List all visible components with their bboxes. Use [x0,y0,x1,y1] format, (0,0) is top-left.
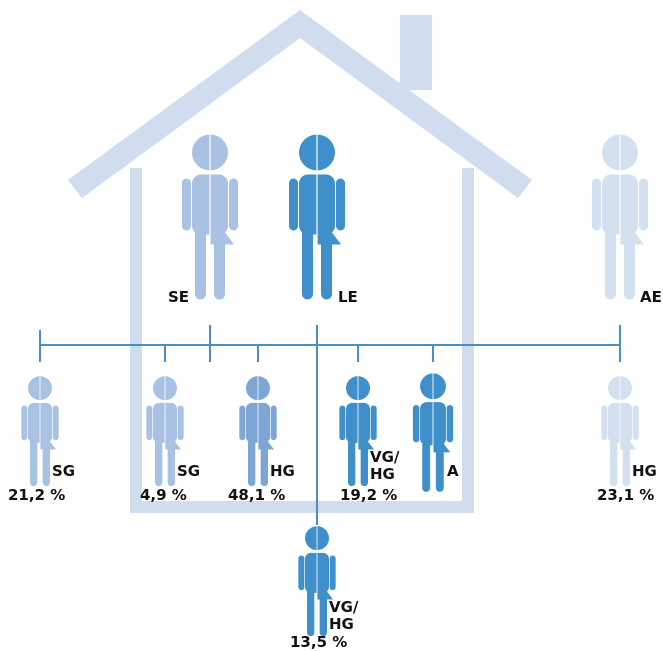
family-tree-lines [40,325,620,525]
parent-label: AE [640,288,662,306]
child-label: HG [329,615,354,633]
chimney [400,15,432,90]
child-share: 19,2 % [340,486,397,504]
child-share: 21,2 % [8,486,65,504]
child-share: 4,9 % [140,486,187,504]
house [68,10,532,513]
child-label: HG [632,462,657,480]
people [21,133,648,637]
child-label: SG [52,462,75,480]
labels: SE LE AE SG 21,2 % SG 4,9 % HG 48,1 % VG… [8,288,662,651]
child-label: VG/ [370,448,400,466]
parent-label: SE [168,288,189,306]
parent-se [182,133,238,300]
child-share: 23,1 % [597,486,654,504]
wall-left [130,168,142,513]
diagram: SE LE AE SG 21,2 % SG 4,9 % HG 48,1 % VG… [0,0,663,651]
child-label: A [447,462,459,480]
child-label: VG/ [329,598,359,616]
parent-label: LE [338,288,358,306]
child-share: 48,1 % [228,486,285,504]
parent-le [289,133,345,300]
child-label: HG [370,465,395,483]
wall-right [462,168,474,513]
parent-ae [592,133,648,300]
child-share: 13,5 % [290,633,347,651]
child-label: SG [177,462,200,480]
child-label: HG [270,462,295,480]
